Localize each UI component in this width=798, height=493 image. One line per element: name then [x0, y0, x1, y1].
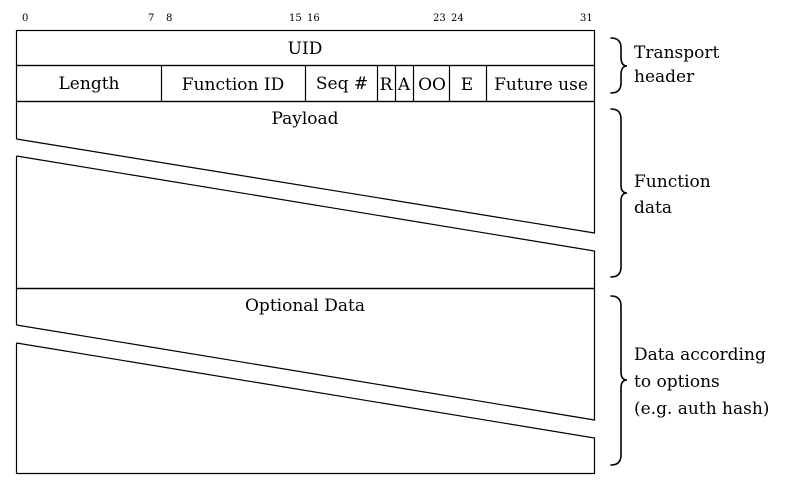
oo-field: OO [418, 75, 446, 95]
transport-label-line-2: header [634, 67, 695, 87]
optional-bottom-part [15, 342, 596, 475]
payload-label: Payload [271, 109, 338, 129]
a-flag-field: A [397, 75, 411, 95]
function-id-field: Function ID [182, 75, 284, 95]
future-use-field: Future use [494, 75, 588, 95]
payload-bottom-part [15, 155, 596, 290]
header-labels: UID Length Function ID Seq # R A OO E Fu… [59, 39, 588, 95]
transport-brace [610, 37, 628, 94]
bit-marker-7: 7 [148, 13, 154, 24]
r-flag-field: R [380, 75, 394, 95]
bit-marker-15: 15 [289, 13, 302, 24]
braces [610, 37, 628, 466]
bit-markers: 0 7 8 15 16 23 24 31 [22, 13, 593, 24]
bit-marker-23: 23 [433, 13, 446, 24]
seq-field: Seq # [316, 74, 368, 94]
bit-marker-31: 31 [580, 13, 593, 24]
optional-data-label: Optional Data [245, 296, 365, 316]
bit-marker-0: 0 [22, 13, 28, 24]
function-label-line-1: Function [634, 172, 711, 192]
bit-marker-8: 8 [166, 13, 172, 24]
brace-labels: Transport header Function data Data acco… [634, 43, 769, 419]
e-flag-field: E [461, 75, 473, 95]
bit-marker-24: 24 [451, 13, 464, 24]
optional-data-block [15, 287, 596, 475]
options-brace [610, 295, 628, 466]
options-label-line-3: (e.g. auth hash) [634, 399, 769, 419]
payload-block [15, 100, 596, 290]
function-brace [610, 108, 628, 278]
length-field: Length [59, 74, 120, 94]
bit-marker-16: 16 [307, 13, 320, 24]
optional-top-part [15, 287, 596, 421]
uid-label: UID [288, 39, 323, 59]
function-label-line-2: data [634, 198, 672, 218]
options-label-line-1: Data according [634, 345, 766, 365]
payload-top-part [15, 100, 596, 234]
transport-label-line-1: Transport [634, 43, 720, 63]
options-label-line-2: to options [634, 372, 720, 392]
